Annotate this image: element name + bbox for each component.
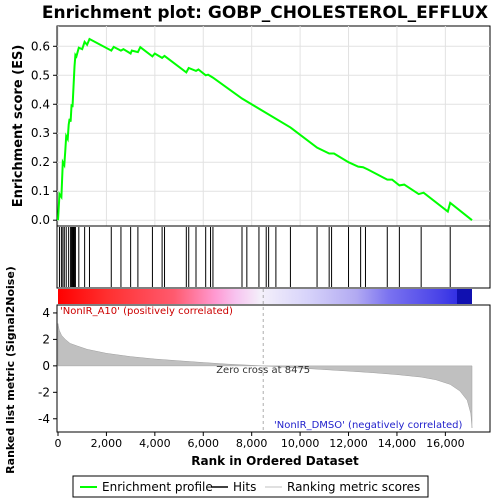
rank-y-tick-label: 0 — [42, 359, 50, 373]
positive-correlation-label: 'NonIR_A10' (positively correlated) — [60, 306, 233, 317]
es-gridlines — [57, 26, 490, 226]
es-y-tick-label: 0.1 — [31, 184, 50, 198]
es-y-tick-label: 0.2 — [31, 155, 50, 169]
ranking-color-bar — [58, 289, 489, 304]
rank-x-tick-label: 4,000 — [139, 437, 171, 450]
rank-x-tick-label: 8,000 — [236, 437, 268, 450]
rank-x-tick-label: 12,000 — [329, 437, 368, 450]
rank-y-tick-label: 2 — [42, 332, 50, 346]
es-y-axis: 0.0 0.1 0.2 0.3 0.4 0.5 0.6 — [31, 39, 57, 227]
colorbar-empty — [472, 289, 489, 304]
es-panel-frame — [56, 25, 491, 227]
colorbar-dark-end — [457, 289, 472, 304]
rank-x-tick-label: 2,000 — [91, 437, 123, 450]
es-y-tick-label: 0.0 — [31, 213, 50, 227]
rank-x-axis: 0 2,000 4,000 6,000 8,000 10,000 12,000 14,000 1… — [55, 432, 465, 450]
legend-entry-label: Enrichment profile — [102, 480, 213, 494]
ranking-metric-series — [57, 323, 473, 429]
hits-ticks — [58, 227, 451, 287]
rank-x-tick-label: 16,000 — [426, 437, 465, 450]
rank-x-tick-label: 0 — [55, 437, 62, 450]
hits-panel-frame — [56, 225, 491, 289]
es-y-tick-label: 0.5 — [31, 68, 50, 82]
rank-y-tick-label: -2 — [38, 385, 50, 399]
rank-y-axis-label: Ranked list metric (Signal2Noise) — [4, 266, 17, 474]
rank-y-tick-label: -4 — [38, 412, 50, 426]
es-y-tick-label: 0.3 — [31, 126, 50, 140]
es-y-tick-label: 0.4 — [31, 97, 50, 111]
rank-x-axis-label: Rank in Ordered Dataset — [191, 454, 359, 468]
rank-y-axis: 4 2 0 -2 -4 — [38, 306, 57, 426]
legend: Enrichment profile Hits Ranking metric sco… — [80, 480, 420, 494]
rank-x-tick-label: 10,000 — [281, 437, 320, 450]
legend-entry-label: Hits — [233, 480, 256, 494]
negative-correlation-label: 'NonIR_DMSO' (negatively correlated) — [274, 420, 462, 431]
es-y-tick-label: 0.6 — [31, 39, 50, 53]
rank-x-tick-label: 14,000 — [378, 437, 417, 450]
legend-entry-label: Ranking metric scores — [287, 480, 420, 494]
enrichment-profile-line — [57, 37, 473, 221]
chart-title: Enrichment plot: GOBP_CHOLESTEROL_EFFLUX — [42, 3, 488, 23]
enrichment-profile-series — [57, 37, 473, 221]
legend-box — [72, 475, 429, 498]
rank-y-tick-label: 4 — [42, 306, 50, 320]
colorbar-fill — [58, 289, 472, 304]
es-y-axis-label: Enrichment score (ES) — [11, 45, 26, 208]
ranking-metric-area — [57, 323, 473, 429]
rank-x-tick-label: 6,000 — [188, 437, 220, 450]
rank-panel-frame — [56, 304, 491, 433]
zero-cross-label: Zero cross at 8475 — [216, 365, 310, 376]
